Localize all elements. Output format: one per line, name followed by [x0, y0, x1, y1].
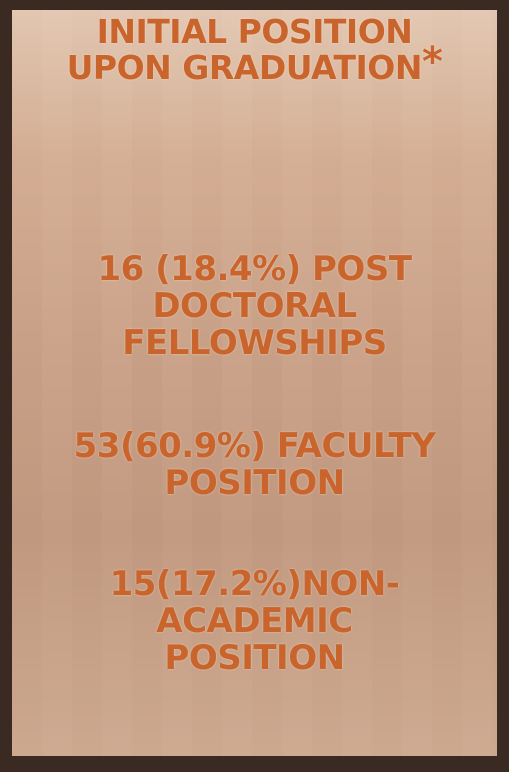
stat-line: DOCTORAL [0, 288, 509, 325]
stat-line: POSITION [0, 640, 509, 677]
stat-line: 15(17.2%)NON- [0, 566, 509, 603]
stat-line: 16 (18.4%) POST [0, 251, 509, 288]
stat-line: FELLOWSHIPS [0, 325, 509, 362]
title: INITIAL POSITION UPON GRADUATION* [0, 14, 509, 86]
stat-line: 53(60.9%) FACULTY [0, 428, 509, 465]
stat-line: ACADEMIC [0, 603, 509, 640]
page: INITIAL POSITION UPON GRADUATION* 16 (18… [0, 0, 509, 772]
stat-line: POSITION [0, 465, 509, 502]
card: INITIAL POSITION UPON GRADUATION* 16 (18… [0, 0, 509, 772]
title-line-row: UPON GRADUATION* [0, 50, 509, 86]
title-line: UPON GRADUATION [67, 48, 422, 87]
asterisk: * [422, 39, 442, 85]
